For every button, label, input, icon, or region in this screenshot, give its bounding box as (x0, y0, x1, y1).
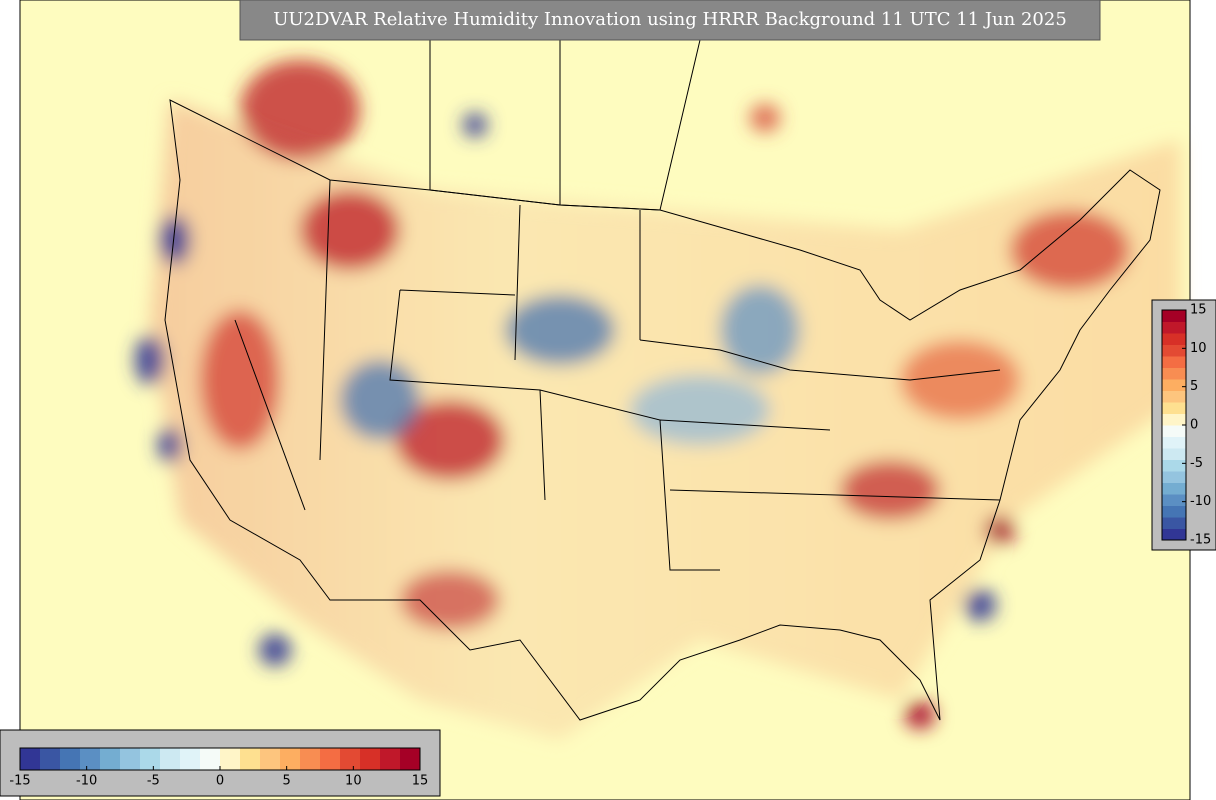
colorbar-segment (180, 748, 201, 770)
colorbar-segment (160, 748, 181, 770)
colorbar-segment (1162, 321, 1186, 334)
colorbar-tick-label: -10 (76, 774, 97, 789)
colorbar-segment (1162, 310, 1186, 322)
colorbar-segment (1162, 425, 1186, 437)
colorbar-segment (380, 748, 401, 770)
colorbar-segment (1162, 356, 1186, 368)
colorbar-segment (1162, 379, 1186, 391)
boundaries (164, 20, 1161, 721)
colorbar-tick-label: 15 (412, 774, 429, 789)
colorbar-segment (1162, 482, 1186, 495)
colorbar-tick-label: -5 (147, 774, 160, 789)
colorbar-segment (80, 748, 101, 770)
colorbar-segment (320, 748, 341, 770)
colorbar-tick-label: 15 (1190, 303, 1207, 318)
colorbar-segment (1162, 494, 1186, 506)
colorbar-segment (1162, 402, 1186, 414)
colorbar-segment (260, 748, 281, 770)
colorbar-right: -15 -10 -5 0 5 10 15 (1161, 303, 1211, 548)
colorbar-segment (240, 748, 261, 770)
colorbar-tick-label: -15 (9, 774, 30, 789)
colorbar-segment (120, 748, 141, 770)
colorbar-tick-label: -10 (1190, 494, 1211, 509)
colorbar-segment (60, 748, 81, 770)
colorbar-segment (1162, 413, 1186, 426)
colorbar-tick-label: -5 (1190, 456, 1203, 471)
colorbar-tick-label: 10 (1190, 341, 1207, 356)
colorbar-tick-label: 5 (1190, 379, 1198, 394)
colorbar-segment (200, 748, 221, 770)
colorbar-tick-label: 5 (283, 774, 291, 789)
colorbar-segment (1162, 333, 1186, 345)
colorbar-segment (1162, 528, 1186, 541)
colorbar-segment (300, 748, 321, 770)
colorbar-segment (1162, 344, 1186, 357)
colorbar-tick-label: -15 (1190, 533, 1211, 548)
colorbar-bottom: -15 -10 -5 0 5 10 15 (9, 747, 429, 789)
colorbar-segment (1162, 459, 1186, 472)
colorbar-segment (40, 748, 61, 770)
colorbar-segment (400, 748, 421, 770)
colorbar-segment (1162, 471, 1186, 483)
colorbar-tick-label: 0 (216, 774, 224, 789)
colorbar-segment (1162, 436, 1186, 449)
colorbar-segment (1162, 367, 1186, 380)
colorbar-segment (220, 748, 241, 770)
title: UU2DVAR Relative Humidity Innovation usi… (273, 9, 1067, 30)
colorbar-tick-label: 10 (345, 774, 362, 789)
colorbar-segment (20, 748, 41, 770)
colorbar-segment (1162, 517, 1186, 529)
colorbar-segment (1162, 390, 1186, 403)
colorbar-segment (1162, 505, 1186, 518)
title-box (239, 0, 1101, 41)
colorbar-segment (340, 748, 361, 770)
colorbar-segment (100, 748, 121, 770)
colorbar-segment (1162, 448, 1186, 460)
colorbar-segment (140, 748, 161, 770)
colorbar-segment (360, 748, 381, 770)
colorbar-segment (280, 748, 301, 770)
colorbar-tick-label: 0 (1190, 418, 1198, 433)
